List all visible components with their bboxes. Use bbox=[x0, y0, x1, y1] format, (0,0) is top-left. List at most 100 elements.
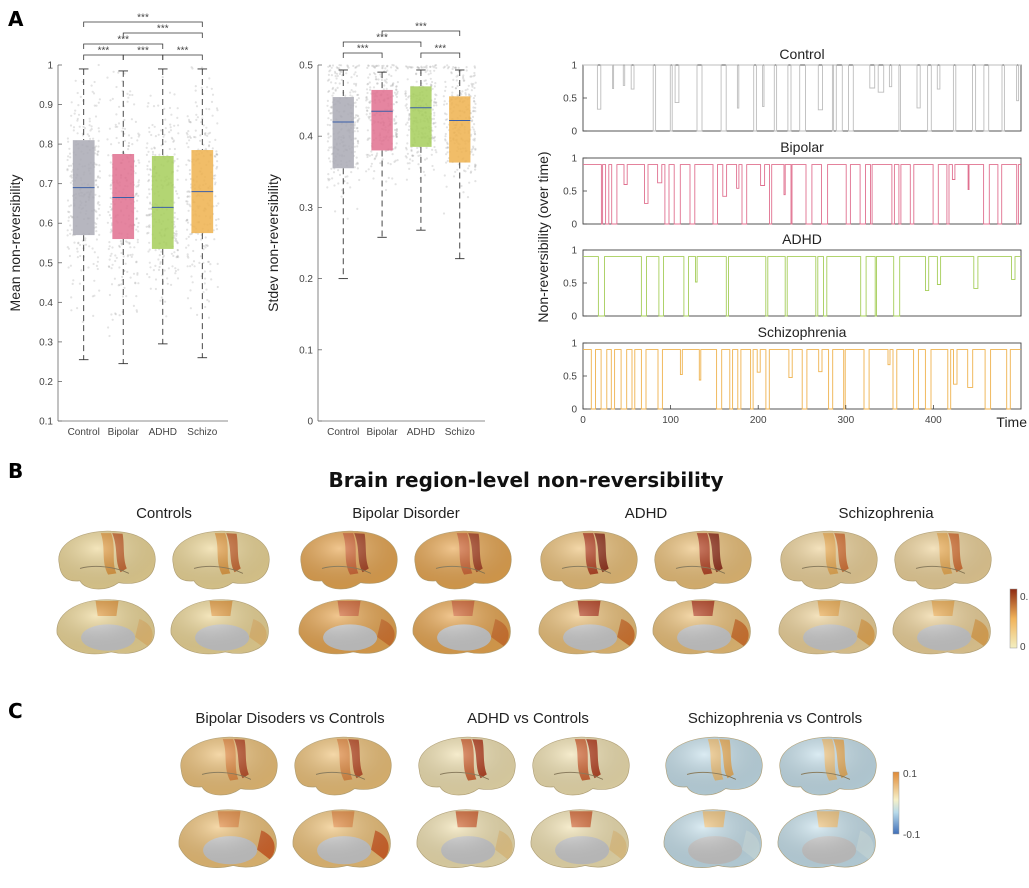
data-point bbox=[202, 261, 205, 264]
data-point bbox=[108, 241, 111, 244]
data-point bbox=[80, 269, 83, 272]
data-point bbox=[109, 99, 112, 102]
data-point bbox=[91, 295, 94, 298]
data-point bbox=[198, 261, 201, 264]
data-point bbox=[137, 194, 140, 197]
data-point bbox=[356, 119, 359, 122]
data-point bbox=[340, 70, 343, 74]
data-point bbox=[365, 113, 368, 116]
data-point bbox=[404, 65, 408, 68]
data-point bbox=[194, 101, 197, 104]
data-point bbox=[76, 250, 79, 253]
data-point bbox=[90, 84, 93, 87]
data-point bbox=[404, 92, 407, 96]
data-point bbox=[367, 64, 370, 67]
brain-shading bbox=[418, 737, 516, 796]
data-point bbox=[107, 154, 110, 157]
data-point bbox=[445, 102, 448, 105]
data-point bbox=[189, 121, 192, 124]
data-point bbox=[97, 145, 100, 148]
data-point bbox=[74, 109, 77, 112]
data-point bbox=[123, 269, 126, 272]
significance-label: *** bbox=[357, 44, 369, 55]
data-point bbox=[122, 255, 125, 258]
data-point bbox=[405, 148, 408, 151]
data-point bbox=[328, 64, 331, 68]
data-point bbox=[445, 126, 448, 129]
data-point bbox=[186, 255, 189, 258]
data-point bbox=[433, 111, 436, 114]
data-point bbox=[176, 116, 179, 119]
data-point bbox=[368, 137, 371, 140]
data-point bbox=[110, 252, 113, 255]
data-point bbox=[186, 218, 189, 221]
data-point bbox=[327, 179, 330, 182]
data-point bbox=[93, 104, 96, 107]
data-point bbox=[385, 81, 388, 84]
data-point bbox=[177, 132, 180, 135]
data-point bbox=[98, 195, 101, 198]
data-point bbox=[375, 78, 378, 81]
data-point bbox=[430, 153, 433, 156]
data-point bbox=[149, 94, 152, 97]
data-point bbox=[187, 209, 190, 212]
data-point bbox=[215, 228, 219, 231]
data-point bbox=[149, 287, 152, 290]
data-point bbox=[366, 138, 369, 141]
data-point bbox=[332, 171, 336, 174]
data-point bbox=[201, 114, 204, 117]
colorbar-c: 0.1 -0.1 bbox=[892, 769, 921, 841]
data-point bbox=[432, 117, 435, 120]
data-point bbox=[445, 113, 448, 116]
data-point bbox=[88, 117, 91, 120]
data-point bbox=[109, 196, 112, 199]
data-point bbox=[473, 100, 476, 103]
data-point bbox=[173, 93, 176, 96]
data-point bbox=[106, 76, 109, 79]
data-point bbox=[110, 229, 113, 233]
data-point bbox=[217, 218, 220, 221]
data-point bbox=[76, 132, 79, 135]
x-axis-label: Time bbox=[996, 414, 1027, 430]
data-point bbox=[454, 66, 457, 69]
data-point bbox=[329, 69, 332, 72]
brain-shading bbox=[532, 737, 630, 796]
data-point bbox=[190, 275, 193, 278]
plot-frame bbox=[582, 249, 1022, 317]
data-point bbox=[446, 118, 449, 121]
data-point bbox=[83, 127, 87, 130]
data-point bbox=[138, 133, 141, 136]
data-point bbox=[424, 70, 427, 74]
brain-shading bbox=[412, 599, 511, 654]
data-point bbox=[90, 128, 93, 131]
data-point bbox=[147, 214, 150, 217]
data-point bbox=[123, 118, 126, 122]
data-point bbox=[334, 88, 337, 91]
data-point bbox=[135, 260, 138, 263]
data-point bbox=[153, 147, 156, 150]
data-point bbox=[395, 101, 398, 104]
data-point bbox=[434, 125, 437, 128]
data-point bbox=[96, 202, 99, 205]
x-tick-label: Schizo bbox=[187, 427, 217, 438]
data-point bbox=[215, 150, 218, 153]
data-point bbox=[434, 82, 437, 85]
data-point bbox=[473, 139, 476, 142]
data-point bbox=[108, 258, 111, 261]
data-point bbox=[109, 254, 112, 257]
data-point bbox=[407, 118, 410, 121]
data-point bbox=[462, 77, 465, 80]
data-point bbox=[445, 153, 448, 156]
data-point bbox=[136, 210, 139, 213]
data-point bbox=[349, 186, 352, 189]
data-point bbox=[148, 126, 151, 129]
data-point bbox=[460, 184, 463, 188]
data-point bbox=[98, 289, 101, 292]
significance-bracket bbox=[381, 30, 461, 36]
data-point bbox=[353, 150, 356, 153]
data-point bbox=[472, 106, 475, 109]
data-point bbox=[77, 241, 80, 244]
data-point bbox=[329, 135, 332, 138]
data-point bbox=[70, 296, 73, 299]
data-point bbox=[471, 110, 475, 113]
